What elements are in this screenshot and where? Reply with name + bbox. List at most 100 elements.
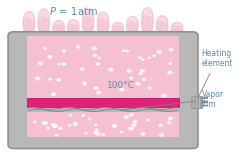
Circle shape (93, 54, 97, 57)
Circle shape (49, 78, 52, 80)
Circle shape (149, 87, 151, 89)
Circle shape (83, 84, 86, 85)
Circle shape (112, 125, 117, 127)
Circle shape (69, 114, 72, 116)
Polygon shape (116, 27, 124, 35)
Circle shape (126, 50, 129, 52)
Bar (27, 35, 180, 38)
Circle shape (140, 70, 144, 72)
Polygon shape (97, 19, 105, 35)
Polygon shape (53, 20, 64, 35)
Polygon shape (127, 16, 138, 35)
Circle shape (68, 124, 71, 126)
Circle shape (142, 59, 144, 60)
Bar (27, 112, 180, 137)
Circle shape (124, 116, 129, 118)
Polygon shape (82, 17, 90, 35)
Circle shape (56, 134, 58, 136)
Circle shape (52, 93, 56, 95)
Polygon shape (112, 22, 124, 35)
Circle shape (120, 88, 124, 91)
Circle shape (168, 117, 172, 120)
Circle shape (94, 131, 97, 133)
Polygon shape (23, 19, 31, 35)
Polygon shape (24, 11, 35, 35)
Polygon shape (83, 9, 94, 35)
Polygon shape (42, 18, 49, 35)
Bar (197, 96, 199, 108)
Circle shape (83, 82, 86, 83)
Circle shape (98, 57, 101, 59)
Circle shape (141, 133, 145, 135)
Circle shape (62, 63, 66, 65)
Circle shape (169, 49, 173, 51)
Circle shape (76, 46, 80, 48)
Polygon shape (87, 18, 94, 35)
Bar (27, 107, 180, 112)
Bar (202, 101, 208, 103)
Circle shape (157, 51, 161, 53)
Circle shape (153, 55, 155, 56)
Polygon shape (142, 7, 153, 35)
Circle shape (159, 124, 162, 126)
Circle shape (148, 57, 150, 58)
Polygon shape (53, 25, 61, 35)
Circle shape (142, 78, 146, 81)
Text: Heating
element: Heating element (197, 49, 233, 99)
Circle shape (47, 127, 50, 129)
Circle shape (88, 118, 91, 120)
Circle shape (42, 122, 46, 124)
Circle shape (169, 63, 172, 64)
FancyBboxPatch shape (8, 32, 198, 149)
Polygon shape (131, 23, 138, 35)
Circle shape (95, 124, 97, 126)
Circle shape (33, 121, 36, 123)
Circle shape (57, 79, 61, 81)
Polygon shape (101, 20, 109, 35)
Polygon shape (171, 26, 179, 35)
Circle shape (59, 127, 62, 129)
Circle shape (44, 48, 46, 49)
Polygon shape (156, 22, 164, 35)
Text: 100°C: 100°C (107, 81, 135, 90)
Circle shape (48, 56, 52, 58)
Circle shape (122, 50, 125, 52)
Circle shape (39, 62, 43, 65)
Polygon shape (68, 20, 79, 35)
Circle shape (95, 129, 98, 131)
Circle shape (162, 94, 166, 97)
Bar (202, 97, 208, 99)
Polygon shape (38, 9, 49, 35)
Polygon shape (157, 16, 168, 35)
Circle shape (62, 50, 65, 52)
Circle shape (53, 126, 56, 127)
Polygon shape (146, 17, 153, 35)
Polygon shape (160, 22, 168, 35)
Circle shape (53, 125, 58, 127)
Circle shape (167, 122, 171, 124)
Circle shape (139, 57, 141, 58)
Circle shape (51, 124, 55, 126)
Circle shape (43, 122, 47, 124)
Circle shape (102, 134, 105, 136)
Circle shape (130, 77, 133, 79)
Circle shape (58, 64, 61, 65)
Circle shape (94, 87, 98, 89)
Circle shape (133, 120, 137, 123)
Circle shape (95, 132, 100, 135)
Circle shape (129, 127, 133, 130)
Circle shape (120, 131, 123, 133)
Circle shape (139, 73, 142, 75)
Circle shape (97, 91, 101, 94)
Polygon shape (175, 27, 183, 35)
Circle shape (127, 70, 131, 72)
Circle shape (160, 134, 163, 136)
Circle shape (97, 63, 100, 65)
Circle shape (147, 119, 149, 121)
Circle shape (168, 71, 172, 74)
Polygon shape (57, 25, 64, 35)
Circle shape (81, 68, 84, 70)
Bar (200, 96, 202, 108)
Circle shape (35, 77, 40, 80)
Polygon shape (72, 25, 79, 35)
